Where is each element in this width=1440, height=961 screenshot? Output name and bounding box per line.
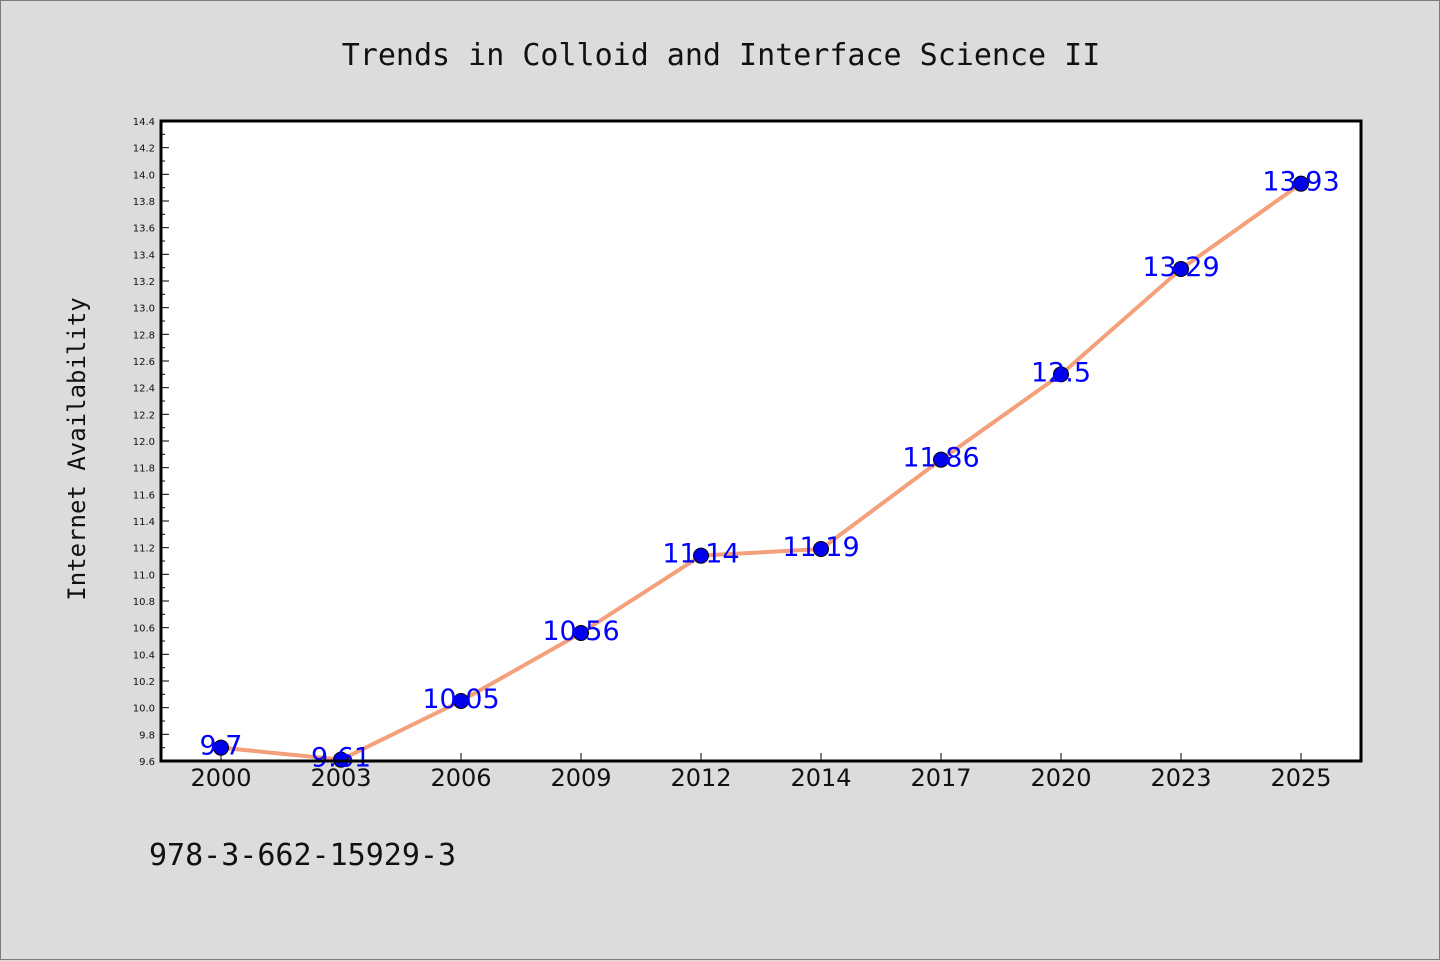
data-label: 13.93 — [1262, 167, 1339, 198]
data-labels: 9.7 9.61 10.05 10.56 11.14 11.19 11.86 12.5 13.2… — [200, 167, 1340, 774]
data-label: 10.05 — [422, 684, 499, 715]
y-tick-label: 13.0 — [133, 304, 155, 315]
y-tick-label: 10.8 — [133, 597, 155, 608]
y-tick-label: 13.4 — [133, 250, 155, 261]
plot-area — [161, 121, 1361, 761]
data-point — [693, 547, 709, 564]
x-tick-label: 2014 — [790, 764, 851, 792]
series-line-group — [220, 182, 1303, 762]
y-tick-label: 10.4 — [133, 650, 155, 661]
data-point — [1053, 366, 1069, 383]
data-label: 11.19 — [782, 532, 859, 563]
data-label: 9.7 — [200, 731, 243, 762]
series-line — [220, 182, 1303, 762]
y-tick-label: 12.2 — [133, 410, 155, 421]
x-tick-label: 2020 — [1030, 764, 1091, 792]
plot-border — [159, 119, 1363, 763]
y-tick-label: 11.0 — [133, 570, 155, 581]
y-tick-label: 14.0 — [133, 170, 155, 181]
data-label: 11.14 — [662, 539, 739, 570]
data-label: 10.56 — [542, 616, 619, 647]
x-tick-label: 2012 — [670, 764, 731, 792]
data-point — [933, 451, 949, 468]
x-tick-label: 2023 — [1150, 764, 1211, 792]
y-tick-label: 12.8 — [133, 330, 155, 341]
y-axis-ticks: 9.6 9.8 10.0 10.2 10.4 10.6 10.8 11.0 11.2 11.4 11… — [133, 117, 169, 768]
data-label: 13.29 — [1142, 252, 1219, 283]
x-tick-label: 2003 — [310, 764, 371, 792]
data-point — [1173, 261, 1189, 277]
y-tick-label: 13.8 — [133, 197, 155, 208]
y-tick-label: 11.2 — [133, 544, 155, 555]
y-tick-label: 13.6 — [133, 224, 155, 235]
x-tick-label: 2009 — [550, 764, 611, 792]
y-tick-label: 11.8 — [133, 464, 155, 475]
data-point — [453, 693, 469, 709]
data-point — [813, 541, 829, 557]
y-tick-label: 12.4 — [133, 384, 155, 395]
y-tick-label: 10.0 — [133, 704, 155, 715]
x-tick-label: 2006 — [430, 764, 491, 792]
isbn-footer: 978-3-662-15929-3 — [149, 838, 456, 873]
y-tick-label: 13.2 — [133, 277, 155, 288]
y-tick-label: 11.4 — [133, 517, 155, 528]
y-tick-label: 14.2 — [133, 144, 155, 155]
y-tick-label: 11.6 — [133, 490, 155, 501]
y-tick-label: 9.8 — [139, 730, 155, 741]
y-tick-label: 9.6 — [139, 757, 155, 768]
y-tick-label: 10.6 — [133, 624, 155, 635]
y-tick-label: 14.4 — [133, 117, 155, 128]
data-label: 12.5 — [1031, 357, 1091, 388]
y-tick-label: 10.2 — [133, 677, 155, 688]
data-label: 9.61 — [311, 743, 371, 774]
y-tick-label: 12.0 — [133, 437, 155, 448]
x-tick-label: 2017 — [910, 764, 971, 792]
x-axis-ticks: 2000 2003 2006 2009 2012 2014 2017 2020 2023 2025 — [190, 753, 1332, 792]
y-axis-label: Internet Availability — [63, 297, 91, 600]
chart-title: Trends in Colloid and Interface Science … — [342, 38, 1101, 73]
data-point — [1293, 175, 1309, 192]
y-tick-label: 12.6 — [133, 357, 155, 368]
data-point — [573, 625, 589, 641]
data-point — [213, 739, 229, 756]
x-tick-label: 2000 — [190, 764, 251, 792]
x-tick-label: 2025 — [1270, 764, 1331, 792]
data-label: 11.86 — [902, 443, 979, 474]
